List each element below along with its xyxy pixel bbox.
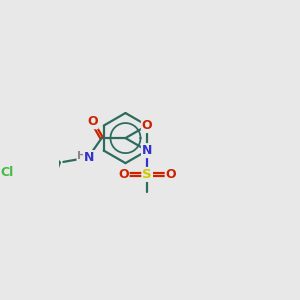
Text: N: N (84, 151, 94, 164)
Text: O: O (87, 115, 98, 128)
Text: H: H (77, 152, 87, 161)
Text: O: O (118, 168, 129, 181)
Text: S: S (142, 168, 152, 181)
Text: N: N (142, 144, 152, 157)
Text: O: O (142, 119, 152, 132)
Text: Cl: Cl (0, 166, 14, 179)
Text: O: O (166, 168, 176, 181)
